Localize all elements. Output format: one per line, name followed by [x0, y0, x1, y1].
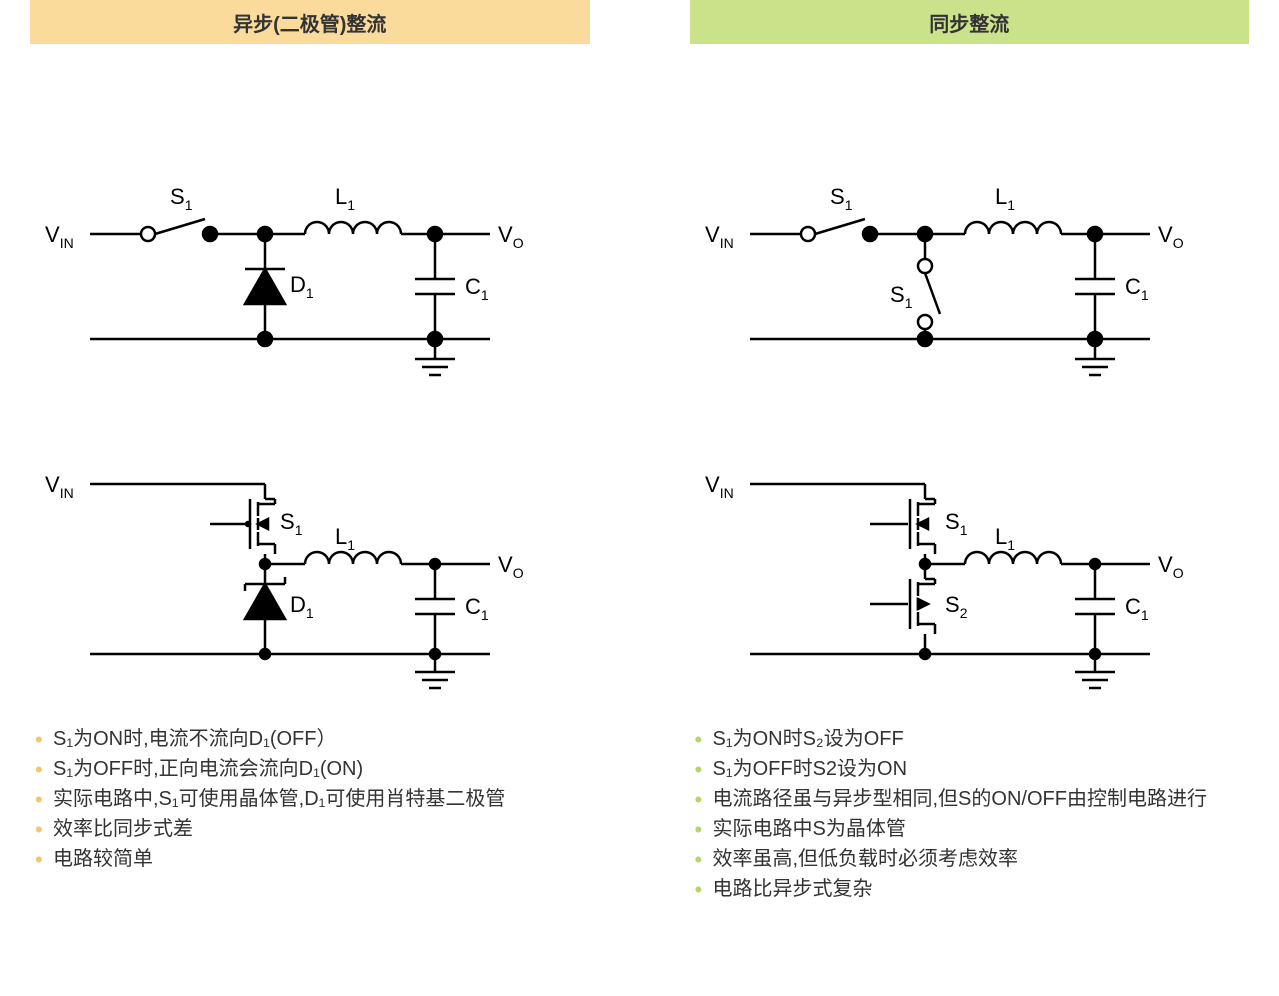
right-circuit-2: VIN VO S1 S2 L1 C1 — [690, 444, 1250, 704]
svg-text:S1: S1 — [945, 509, 968, 538]
svg-text:VIN: VIN — [705, 222, 734, 251]
bullet-item: S₁为OFF时,正向电流会流向D₁(ON) — [35, 754, 585, 784]
bullet-item: S₁为OFF时S2设为ON — [695, 754, 1245, 784]
left-header: 异步(二极管)整流 — [30, 0, 590, 44]
svg-text:S2: S2 — [945, 592, 968, 621]
svg-text:D1: D1 — [290, 592, 314, 621]
right-circuit-1: VIN VO S1 S1 L1 C1 — [690, 164, 1250, 424]
svg-text:VIN: VIN — [705, 472, 734, 501]
svg-text:C1: C1 — [1125, 594, 1149, 623]
right-bullets: S₁为ON时S₂设为OFF S₁为OFF时S2设为ON 电流路径虽与异步型相同,… — [690, 724, 1250, 904]
bullet-item: S₁为ON时S₂设为OFF — [695, 724, 1245, 754]
svg-text:C1: C1 — [465, 594, 489, 623]
right-header: 同步整流 — [690, 0, 1250, 44]
bullet-item: 效率虽高,但低负载时必须考虑效率 — [695, 844, 1245, 874]
svg-text:S1: S1 — [170, 184, 193, 213]
svg-text:L1: L1 — [995, 184, 1015, 213]
svg-text:VIN: VIN — [45, 222, 74, 251]
bullet-item: 电路比异步式复杂 — [695, 874, 1245, 904]
svg-text:L1: L1 — [335, 184, 355, 213]
svg-text:S1: S1 — [280, 509, 303, 538]
svg-text:C1: C1 — [1125, 274, 1149, 303]
svg-text:S1: S1 — [890, 282, 913, 311]
svg-text:D1: D1 — [290, 272, 314, 301]
bullet-item: 实际电路中,S₁可使用晶体管,D₁可使用肖特基二极管 — [35, 784, 585, 814]
left-bullets: S₁为ON时,电流不流向D₁(OFF） S₁为OFF时,正向电流会流向D₁(ON… — [30, 724, 590, 874]
bullet-item: 效率比同步式差 — [35, 814, 585, 844]
svg-text:L1: L1 — [335, 524, 355, 553]
left-circuit-2: VIN VO S1 L1 D1 C1 — [30, 444, 590, 704]
bullet-item: S₁为ON时,电流不流向D₁(OFF） — [35, 724, 585, 754]
svg-text:C1: C1 — [465, 274, 489, 303]
left-column: 异步(二极管)整流 — [30, 0, 590, 904]
bullet-item: 电路较简单 — [35, 844, 585, 874]
bullet-item: 电流路径虽与异步型相同,但S的ON/OFF由控制电路进行 — [695, 784, 1245, 814]
svg-text:S1: S1 — [830, 184, 853, 213]
svg-text:VO: VO — [498, 222, 524, 251]
right-column: 同步整流 — [690, 0, 1250, 904]
svg-text:VIN: VIN — [45, 472, 74, 501]
svg-text:L1: L1 — [995, 524, 1015, 553]
svg-text:VO: VO — [1158, 222, 1184, 251]
bullet-item: 实际电路中S为晶体管 — [695, 814, 1245, 844]
left-circuit-1: VIN VO S1 L1 D1 C1 — [30, 164, 590, 424]
svg-text:VO: VO — [498, 552, 524, 581]
svg-text:VO: VO — [1158, 552, 1184, 581]
